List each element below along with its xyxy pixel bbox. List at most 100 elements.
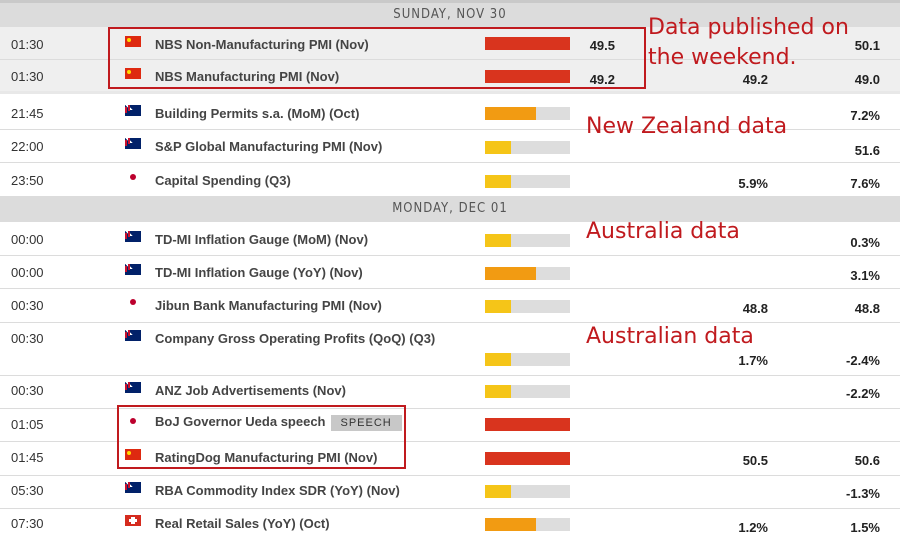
japan-flag-icon <box>125 297 141 308</box>
impact-bar-low <box>485 300 570 313</box>
event-time: 21:45 <box>11 106 44 121</box>
day-header-monday: MONDAY, DEC 01 <box>0 196 900 222</box>
china-flag-icon <box>125 449 141 460</box>
switzerland-flag-icon <box>125 515 141 526</box>
event-name[interactable]: RatingDog Manufacturing PMI (Nov) <box>155 450 378 465</box>
event-time: 00:00 <box>11 265 44 280</box>
japan-flag-icon <box>125 416 141 427</box>
japan-flag-icon <box>125 172 141 183</box>
event-name[interactable]: TD-MI Inflation Gauge (YoY) (Nov) <box>155 265 363 280</box>
event-row[interactable]: 07:30 Real Retail Sales (YoY) (Oct) 1.2%… <box>0 509 900 538</box>
forecast-value: 1.7% <box>738 353 768 368</box>
speech-tag: SPEECH <box>330 414 402 431</box>
event-row[interactable]: 23:50 Capital Spending (Q3) 5.9% 7.6% <box>0 163 900 196</box>
event-row[interactable]: 00:00 TD-MI Inflation Gauge (MoM) (Nov) … <box>0 222 900 256</box>
event-name[interactable]: Capital Spending (Q3) <box>155 173 291 188</box>
australia-flag-icon <box>125 264 141 275</box>
previous-value: 7.6% <box>850 176 880 191</box>
event-name[interactable]: NBS Non-Manufacturing PMI (Nov) <box>155 37 369 52</box>
impact-bar-medium <box>485 267 570 280</box>
event-time: 01:45 <box>11 450 44 465</box>
australia-flag-icon <box>125 231 141 242</box>
event-time: 07:30 <box>11 516 44 531</box>
australia-flag-icon <box>125 482 141 493</box>
event-name[interactable]: BoJ Governor Ueda speech SPEECH <box>155 414 402 431</box>
forecast-value: 1.2% <box>738 520 768 535</box>
event-row[interactable]: 00:30 Jibun Bank Manufacturing PMI (Nov)… <box>0 289 900 323</box>
forecast-value: 49.2 <box>742 72 768 87</box>
impact-bar-high <box>485 418 570 431</box>
australia-flag-icon <box>125 382 141 393</box>
annotation-australian: Australian data <box>586 324 754 349</box>
event-row[interactable]: 00:30 Company Gross Operating Profits (Q… <box>0 323 900 376</box>
event-row[interactable]: 01:45 RatingDog Manufacturing PMI (Nov) … <box>0 442 900 476</box>
impact-bar-high <box>485 37 570 50</box>
impact-bar-medium <box>485 107 570 120</box>
event-row[interactable]: 00:00 TD-MI Inflation Gauge (YoY) (Nov) … <box>0 256 900 289</box>
impact-bar-low <box>485 175 570 188</box>
australia-flag-icon <box>125 330 141 341</box>
event-name[interactable]: Company Gross Operating Profits (QoQ) (Q… <box>155 331 436 346</box>
event-name-text: BoJ Governor Ueda speech <box>155 414 326 429</box>
forecast-value: 50.5 <box>742 453 768 468</box>
annotation-new-zealand: New Zealand data <box>586 114 788 139</box>
event-name[interactable]: ANZ Job Advertisements (Nov) <box>155 383 346 398</box>
impact-bar-low <box>485 353 570 366</box>
event-time: 00:00 <box>11 232 44 247</box>
event-time: 22:00 <box>11 139 44 154</box>
impact-bar-medium <box>485 518 570 531</box>
event-name[interactable]: RBA Commodity Index SDR (YoY) (Nov) <box>155 483 400 498</box>
impact-bar-low <box>485 385 570 398</box>
event-time: 00:30 <box>11 383 44 398</box>
event-time: 23:50 <box>11 173 44 188</box>
previous-value: 7.2% <box>850 108 880 123</box>
event-time: 00:30 <box>11 298 44 313</box>
event-row[interactable]: 00:30 ANZ Job Advertisements (Nov) -2.2% <box>0 376 900 409</box>
previous-value: -2.4% <box>846 353 880 368</box>
event-name[interactable]: Jibun Bank Manufacturing PMI (Nov) <box>155 298 382 313</box>
event-row[interactable]: 22:00 S&P Global Manufacturing PMI (Nov)… <box>0 130 900 163</box>
previous-value: 50.1 <box>854 38 880 53</box>
event-time: 01:30 <box>11 37 44 52</box>
event-row[interactable]: 01:05 BoJ Governor Ueda speech SPEECH <box>0 409 900 442</box>
event-row[interactable]: 01:30 NBS Non-Manufacturing PMI (Nov) 49… <box>0 27 900 60</box>
previous-value: 50.6 <box>854 453 880 468</box>
previous-value: 48.8 <box>854 301 880 316</box>
event-time: 01:30 <box>11 69 44 84</box>
forecast-value: 48.8 <box>742 301 768 316</box>
event-row[interactable]: 21:45 Building Permits s.a. (MoM) (Oct) … <box>0 96 900 130</box>
previous-value: 0.3% <box>850 235 880 250</box>
annotation-weekend: Data published on the weekend. <box>648 15 849 70</box>
event-name[interactable]: Real Retail Sales (YoY) (Oct) <box>155 516 330 531</box>
event-name[interactable]: NBS Manufacturing PMI (Nov) <box>155 69 340 84</box>
impact-bar-low <box>485 234 570 247</box>
top-border <box>0 0 900 3</box>
previous-value: -1.3% <box>846 486 880 501</box>
event-name[interactable]: S&P Global Manufacturing PMI (Nov) <box>155 139 383 154</box>
impact-bar-low <box>485 141 570 154</box>
previous-value: 1.5% <box>850 520 880 535</box>
event-time: 05:30 <box>11 483 44 498</box>
day-header-sunday: SUNDAY, NOV 30 <box>0 3 900 27</box>
china-flag-icon <box>125 68 141 79</box>
actual-value: 49.5 <box>589 38 615 53</box>
previous-value: -2.2% <box>846 386 880 401</box>
annotation-australia: Australia data <box>586 219 740 244</box>
new-zealand-flag-icon <box>125 105 141 116</box>
impact-bar-high <box>485 452 570 465</box>
event-time: 00:30 <box>11 331 44 346</box>
actual-value: 49.2 <box>589 72 615 87</box>
impact-bar-high <box>485 70 570 83</box>
previous-value: 51.6 <box>854 143 880 158</box>
impact-bar-low <box>485 485 570 498</box>
event-name[interactable]: Building Permits s.a. (MoM) (Oct) <box>155 106 360 121</box>
event-name[interactable]: TD-MI Inflation Gauge (MoM) (Nov) <box>155 232 369 247</box>
australia-flag-icon <box>125 138 141 149</box>
china-flag-icon <box>125 36 141 47</box>
event-row[interactable]: 01:30 NBS Manufacturing PMI (Nov) 49.2 4… <box>0 60 900 94</box>
forecast-value: 5.9% <box>738 176 768 191</box>
previous-value: 49.0 <box>854 72 880 87</box>
event-row[interactable]: 05:30 RBA Commodity Index SDR (YoY) (Nov… <box>0 476 900 509</box>
previous-value: 3.1% <box>850 268 880 283</box>
event-time: 01:05 <box>11 417 44 432</box>
